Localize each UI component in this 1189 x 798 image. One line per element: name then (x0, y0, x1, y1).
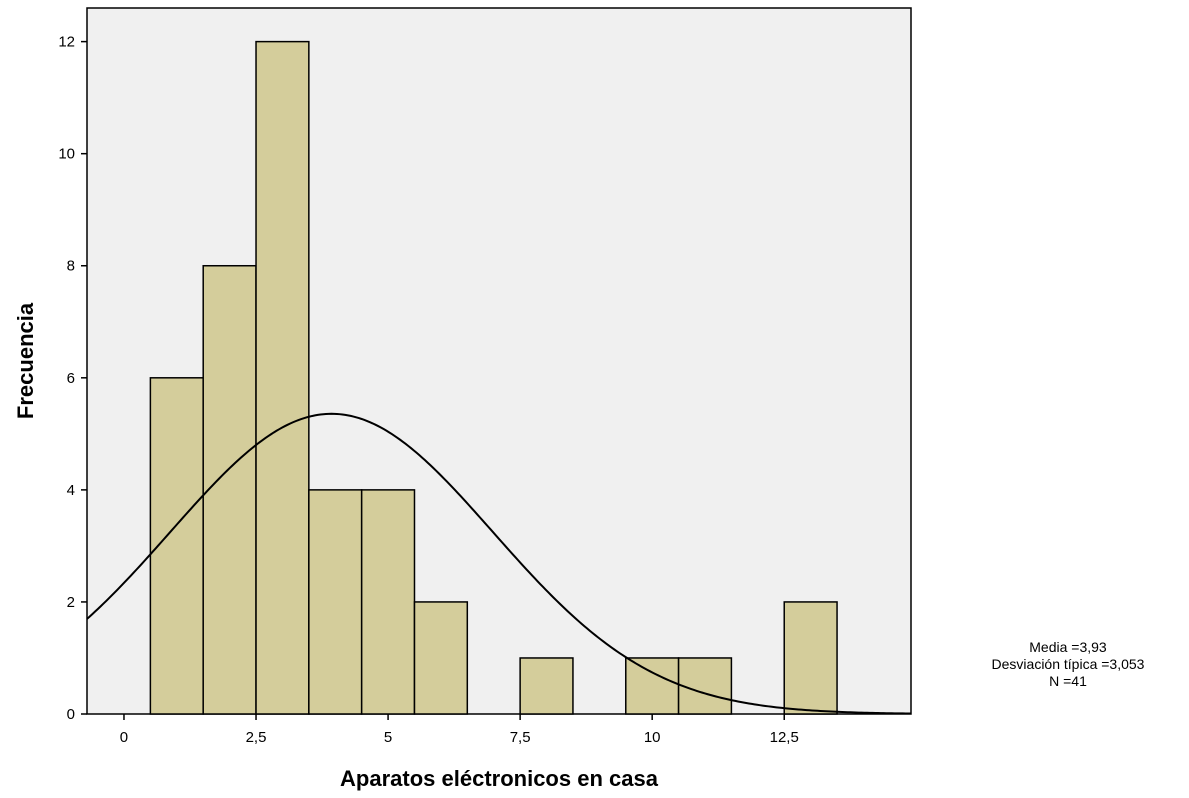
stats-mean: Media =3,93 (1029, 639, 1107, 655)
y-tick-label-2: 4 (67, 482, 75, 499)
x-tick-label-5: 12,5 (770, 729, 799, 746)
x-tick-label-2: 5 (384, 729, 392, 746)
y-axis-title: Frecuencia (13, 302, 38, 419)
histogram-bar-6 (519, 657, 574, 715)
x-axis-title: Aparatos eléctronicos en casa (340, 766, 659, 791)
y-tick-label-6: 12 (58, 34, 75, 51)
y-tick-label-0: 0 (67, 706, 75, 723)
histogram-bar-2 (255, 40, 310, 715)
histogram-bars (149, 40, 838, 715)
y-axis: 0 2 4 6 8 10 12 (58, 34, 87, 723)
histogram-bar-7 (625, 657, 680, 715)
histogram-bar-5 (413, 601, 469, 715)
stats-sd: Desviación típica =3,053 (992, 656, 1145, 672)
histogram-bar-1 (202, 264, 257, 715)
x-tick-label-0: 0 (120, 729, 128, 746)
y-tick-label-1: 2 (67, 594, 75, 611)
stats-box: Media =3,93 Desviación típica =3,053 N =… (992, 639, 1145, 689)
histogram-bar-3 (308, 489, 363, 715)
normal-curve (86, 412, 912, 715)
x-axis: 0 2,5 5 7,5 10 12,5 (120, 714, 799, 746)
histogram-bar-4 (360, 489, 416, 715)
histogram-bar-9 (783, 601, 838, 715)
y-tick-label-5: 10 (58, 146, 75, 163)
y-tick-label-4: 8 (67, 258, 75, 275)
x-tick-label-1: 2,5 (246, 729, 267, 746)
stats-n: N =41 (1049, 673, 1087, 689)
x-tick-label-3: 7,5 (510, 729, 531, 746)
histogram-bar-8 (677, 657, 733, 715)
x-tick-label-4: 10 (644, 729, 661, 746)
y-tick-label-3: 6 (67, 370, 75, 387)
